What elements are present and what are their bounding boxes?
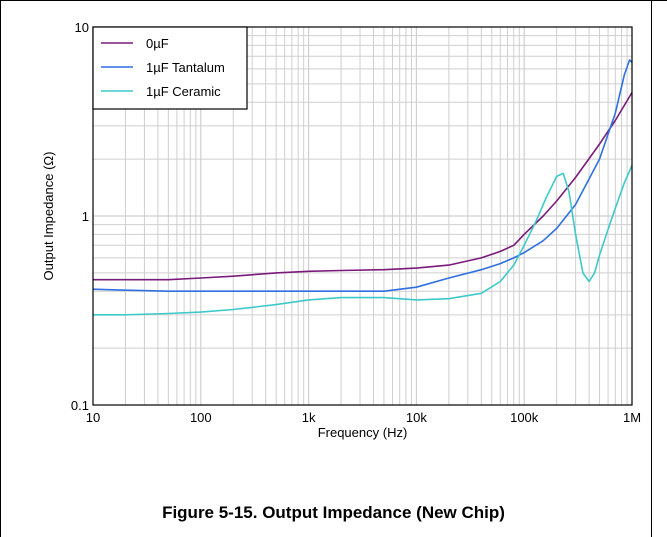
x-tick-label: 1k (302, 410, 316, 425)
legend-label-1: 1µF Tantalum (146, 60, 225, 75)
plot-border (92, 26, 633, 406)
legend-label-0: 0µF (146, 36, 169, 51)
x-tick-label: 10k (406, 410, 427, 425)
series-line-1 (92, 59, 633, 293)
x-axis-label: Frequency (Hz) (318, 425, 408, 440)
series-line-2 (93, 165, 633, 316)
x-tick-label: 100 (190, 410, 212, 425)
frame-top-border (0, 0, 667, 1)
y-tick-label: 0.1 (71, 398, 89, 413)
y-tick-label: 10 (75, 20, 89, 35)
x-tick-label: 10 (86, 410, 100, 425)
figure-caption: Figure 5-15. Output Impedance (New Chip) (162, 503, 505, 522)
x-tick-label: 100k (510, 410, 539, 425)
series-line-0 (93, 92, 633, 281)
frame-left-border (0, 0, 1, 537)
legend-box (92, 26, 248, 110)
y-axis-label: Output Impedance (Ω) (41, 152, 56, 281)
y-tick-label: 1 (82, 209, 89, 224)
impedance-chart: 10 100 1k 10k 100k 1M 0.1 1 10 Frequency (Hz) Outp… (41, 20, 641, 440)
x-tick-label: 1M (623, 410, 641, 425)
legend-label-2: 1µF Ceramic (146, 84, 221, 99)
frame-right-border (651, 0, 652, 537)
